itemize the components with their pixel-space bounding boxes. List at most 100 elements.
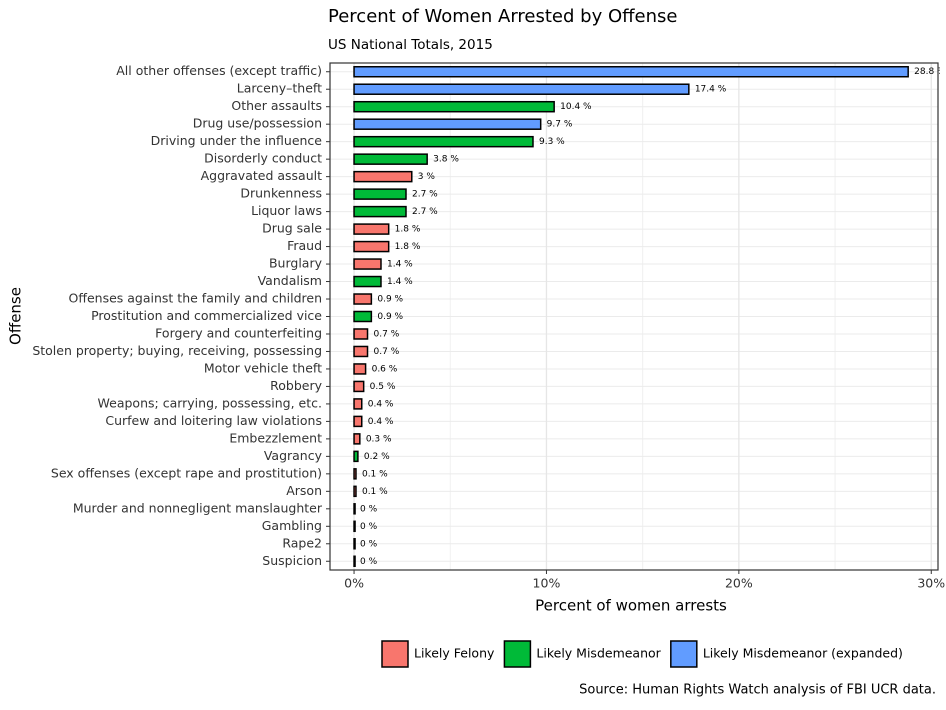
y-tick-label: Liquor laws [251,203,322,218]
value-label: 9.3 % [539,137,565,147]
value-label: 1.8 % [395,225,421,235]
y-tick-label: Fraud [287,238,322,253]
y-tick-label: Suspicion [262,553,322,568]
caption: Source: Human Rights Watch analysis of F… [579,683,936,698]
bar [353,205,407,218]
bar [353,520,356,533]
y-tick-label: Driving under the influence [151,133,323,148]
bar [353,415,363,428]
bar [353,468,357,480]
bar [353,380,365,393]
value-label: 28.8 % [914,67,946,77]
bar [353,83,690,95]
chart-title: Percent of Women Arrested by Offense [328,6,677,27]
y-tick-label: Robbery [270,378,322,393]
legend-swatch [503,640,532,668]
x-tick-label: 0% [344,576,364,591]
value-label: 0 % [360,504,378,514]
y-tick-label: All other offenses (except traffic) [116,63,322,78]
y-tick-label: Vandalism [258,273,322,288]
legend-label: Likely Felony [414,646,495,661]
value-label: 2.7 % [412,207,438,217]
bar [353,555,356,568]
value-label: 1.8 % [395,242,421,252]
value-label: 0 % [360,557,378,567]
y-tick-label: Drug use/possession [193,116,322,131]
value-label: 0 % [360,539,378,549]
y-axis-title: Offense [7,287,25,345]
y-tick-label: Aggravated assault [201,168,323,183]
value-label: 0.1 % [362,469,388,479]
value-label: 1.4 % [387,260,413,270]
y-tick-label: Rape2 [282,535,322,550]
y-tick-label: Motor vehicle theft [204,360,322,375]
bar [353,258,382,270]
y-tick-label: Offenses against the family and children [69,291,322,306]
y-tick-label: Prostitution and commercialized vice [91,308,322,323]
value-label: 0.7 % [374,329,400,339]
y-tick-label: Weapons; carrying, possessing, etc. [98,395,322,410]
x-tick-label: 30% [917,576,945,591]
value-label: 0.5 % [370,382,396,392]
y-tick-label: Drunkenness [240,186,322,201]
x-tick-label: 10% [533,576,561,591]
bar [353,310,373,323]
value-label: 1.4 % [387,277,413,287]
bar [353,538,356,550]
value-label: 0.1 % [362,487,388,497]
bar [353,188,407,200]
bar [353,450,359,463]
value-label: 0.9 % [377,295,403,305]
x-tick-label: 20% [725,576,753,591]
bar [353,118,542,130]
y-tick-label: Vagrancy [264,448,323,463]
plot-border [329,62,939,571]
value-label: 3 % [418,172,436,182]
value-label: 3.8 % [433,155,459,165]
value-label: 0 % [360,522,378,532]
y-tick-label: Larceny–theft [237,81,322,96]
value-label: 0.6 % [372,364,398,374]
y-tick-label: Gambling [262,518,322,533]
value-label: 10.4 % [560,102,592,112]
y-tick-label: Arson [286,483,322,498]
bar [353,153,428,165]
y-tick-label: Stolen property; buying, receiving, poss… [32,343,322,358]
legend-swatch [381,640,409,668]
bar [353,345,369,358]
bar [353,328,369,340]
y-tick-label: Burglary [269,256,323,271]
bar [353,363,367,375]
value-label: 0.9 % [377,312,403,322]
bar [353,503,356,515]
bar [353,65,909,78]
y-tick-label: Curfew and loitering law violations [105,413,322,428]
y-tick-label: Drug sale [262,221,322,236]
value-label: 2.7 % [412,190,438,200]
value-label: 0.4 % [368,399,394,409]
y-tick-label: Disorderly conduct [204,151,322,166]
legend-label: Likely Misdemeanor (expanded) [703,646,903,661]
y-tick-label: Sex offenses (except rape and prostituti… [51,465,322,480]
bar [353,433,361,445]
bar [353,135,534,148]
y-tick-label: Forgery and counterfeiting [155,325,322,340]
value-label: 17.4 % [695,85,727,95]
value-label: 0.4 % [368,417,394,427]
bar [353,223,390,235]
bar [353,293,373,305]
value-label: 0.2 % [364,452,390,462]
bar [353,485,357,498]
bar [353,275,382,288]
bars: 28.8 % 17.4 % 10.4 % 9.7 % 9.3 % 3.8 % 3 % 2.7 … [353,65,946,568]
y-tick-label: Murder and nonnegligent manslaughter [73,500,323,515]
value-label: 0.3 % [366,434,392,444]
bar [353,240,390,253]
x-axis-title: Percent of women arrests [535,597,727,615]
bar [353,170,413,183]
bar [353,100,555,113]
y-tick-label: Other assaults [231,98,322,113]
chart-subtitle: US National Totals, 2015 [328,37,493,53]
value-label: 0.7 % [374,347,400,357]
